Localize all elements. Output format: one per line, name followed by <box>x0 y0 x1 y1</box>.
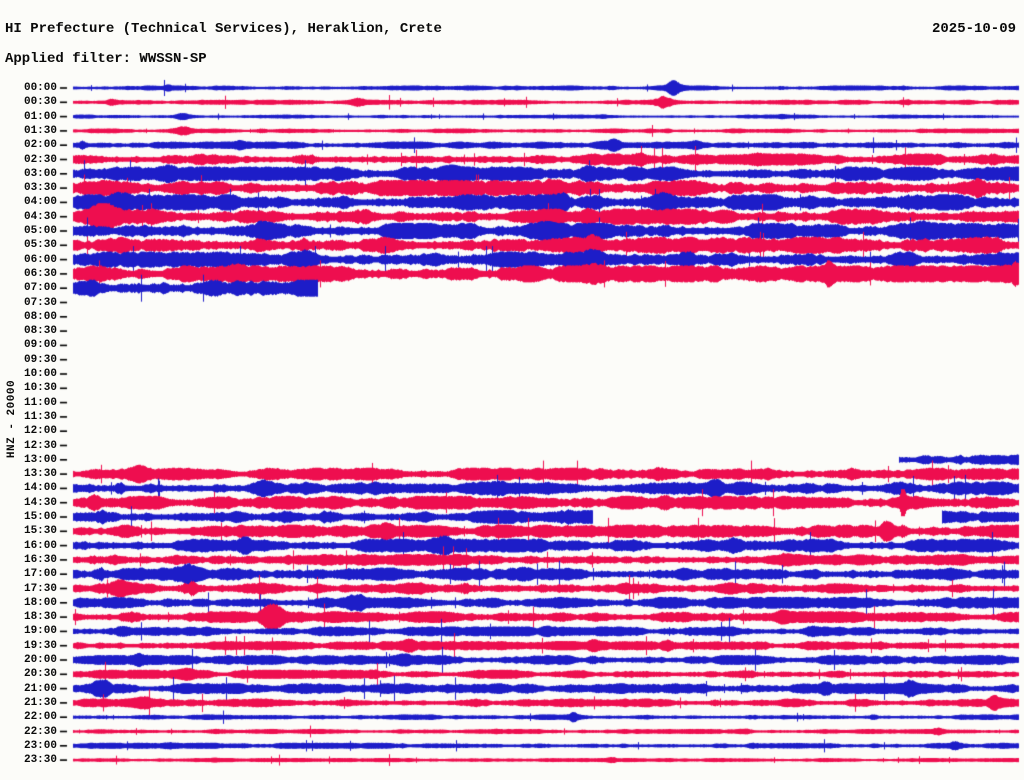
time-label: 12:00 <box>23 425 57 438</box>
time-label: 08:00 <box>23 310 57 323</box>
time-label: 12:30 <box>23 439 57 452</box>
time-label: 19:00 <box>23 625 57 638</box>
time-label: 09:30 <box>23 353 57 366</box>
time-label: 17:00 <box>23 568 57 581</box>
time-label: 09:00 <box>23 339 57 352</box>
time-label: 07:00 <box>23 282 57 295</box>
time-label: 15:30 <box>23 525 57 538</box>
time-label: 19:30 <box>23 639 57 652</box>
time-label: 04:30 <box>23 210 57 223</box>
time-label: 13:00 <box>23 453 57 466</box>
time-label: 10:00 <box>23 368 57 380</box>
time-label: 08:30 <box>23 325 57 338</box>
time-label: 03:00 <box>23 167 57 180</box>
time-label: 06:00 <box>23 253 57 266</box>
time-label: 18:30 <box>23 611 57 624</box>
time-label: 07:30 <box>23 296 57 309</box>
time-label: 11:30 <box>23 410 57 423</box>
time-label: 20:00 <box>23 654 57 666</box>
time-label: 06:30 <box>23 267 57 280</box>
time-label: 04:00 <box>23 196 57 209</box>
time-label: 00:00 <box>23 82 57 94</box>
time-label: 15:00 <box>23 511 57 523</box>
time-label: 22:30 <box>23 725 57 738</box>
time-label: 02:30 <box>23 153 57 166</box>
time-label: 00:30 <box>23 96 57 109</box>
time-label: 05:30 <box>23 239 57 252</box>
time-label: 02:00 <box>23 139 57 152</box>
time-label: 20:30 <box>23 668 57 681</box>
time-label: 03:30 <box>23 182 57 195</box>
time-label: 11:00 <box>23 396 57 409</box>
time-label: 10:30 <box>23 382 57 395</box>
time-label: 16:00 <box>23 539 57 552</box>
time-label: 13:30 <box>23 468 57 481</box>
time-label: 01:30 <box>23 124 57 137</box>
time-label: 23:30 <box>23 754 57 767</box>
time-label: 14:30 <box>23 496 57 509</box>
time-label: 21:00 <box>23 682 57 695</box>
time-label: 16:30 <box>23 553 57 566</box>
time-label: 14:00 <box>23 482 57 495</box>
time-label: 21:30 <box>23 696 57 709</box>
time-label: 17:30 <box>23 582 57 595</box>
time-label: 22:00 <box>23 711 57 724</box>
time-label: 01:00 <box>23 110 57 123</box>
time-label: 18:00 <box>23 596 57 609</box>
time-label: 23:00 <box>23 739 57 752</box>
time-label: 05:00 <box>23 225 57 237</box>
